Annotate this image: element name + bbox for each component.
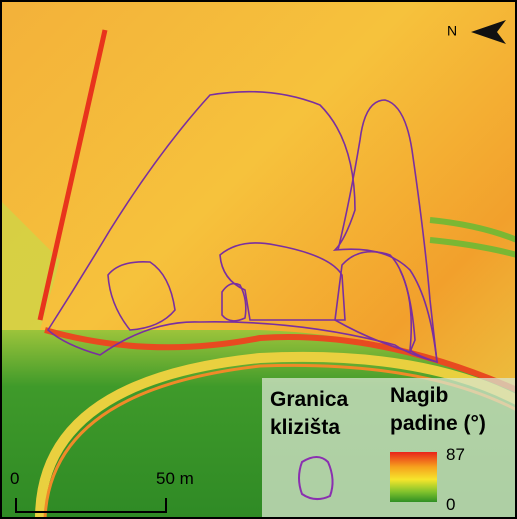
legend-title: Granica [270,388,349,411]
legend-title: padine (°) [390,412,486,435]
legend-title: Nagib [390,384,448,407]
scale-bar [15,498,167,513]
landslide-boundary [334,250,416,353]
landslide-boundary [46,90,438,364]
colorbar [390,452,437,502]
landslide-boundary [221,282,247,322]
legend-title: klizišta [270,416,340,439]
landslide-boundaries [46,90,438,364]
scale-label: 0 [10,469,19,488]
colorbar-label: 87 [446,445,465,464]
landslide-boundary [219,242,346,321]
boundary-symbol [298,456,334,500]
scale-label: 50 m [156,469,194,488]
north-label: N [447,23,457,39]
landslide-boundary [107,260,176,331]
colorbar-label: 0 [446,495,455,514]
road [35,351,517,519]
north-arrow [471,20,506,44]
ridge [37,29,108,321]
terrain-stripes [429,217,517,258]
